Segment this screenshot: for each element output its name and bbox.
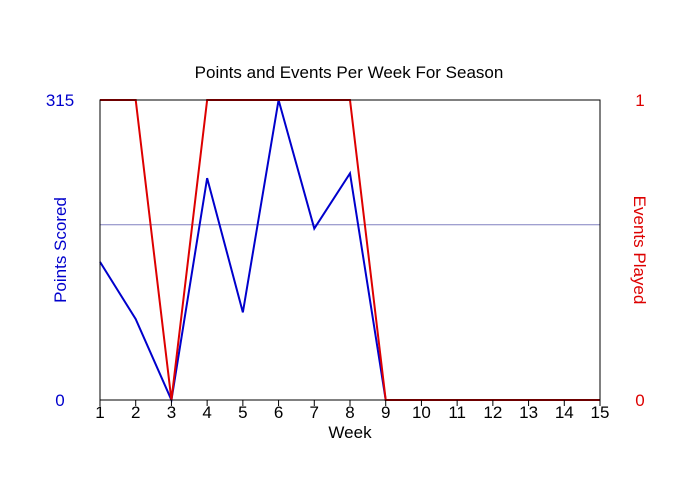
x-axis-label: Week — [328, 423, 372, 442]
x-tick-label: 5 — [238, 403, 247, 422]
x-tick-label: 11 — [448, 403, 466, 422]
y-right-tick-min: 0 — [635, 391, 644, 410]
y-left-tick-min: 0 — [55, 391, 64, 410]
x-tick-label: 10 — [412, 403, 431, 422]
chart-title: Points and Events Per Week For Season — [195, 63, 504, 82]
x-tick-label: 2 — [131, 403, 140, 422]
series-events-line — [100, 99, 600, 401]
x-tick-label: 6 — [274, 403, 283, 422]
x-tick-label: 8 — [345, 403, 354, 422]
y-axis-right-label: Events Played — [630, 196, 649, 305]
x-tick-label: 1 — [95, 403, 104, 422]
x-tick-label: 3 — [167, 403, 176, 422]
plot-area-frame — [99, 99, 601, 401]
x-tick-label: 14 — [555, 403, 574, 422]
y-left-tick-max: 315 — [46, 91, 74, 110]
y-axis-left-label: Points Scored — [51, 197, 70, 303]
x-tick-label: 13 — [519, 403, 538, 422]
x-tick-label: 12 — [483, 403, 502, 422]
x-tick-label: 7 — [310, 403, 319, 422]
y-right-tick-max: 1 — [635, 91, 644, 110]
x-tick-label: 9 — [381, 403, 390, 422]
x-tick-label: 15 — [591, 403, 610, 422]
series-points-line — [99, 99, 600, 404]
x-tick-label: 4 — [202, 403, 211, 422]
